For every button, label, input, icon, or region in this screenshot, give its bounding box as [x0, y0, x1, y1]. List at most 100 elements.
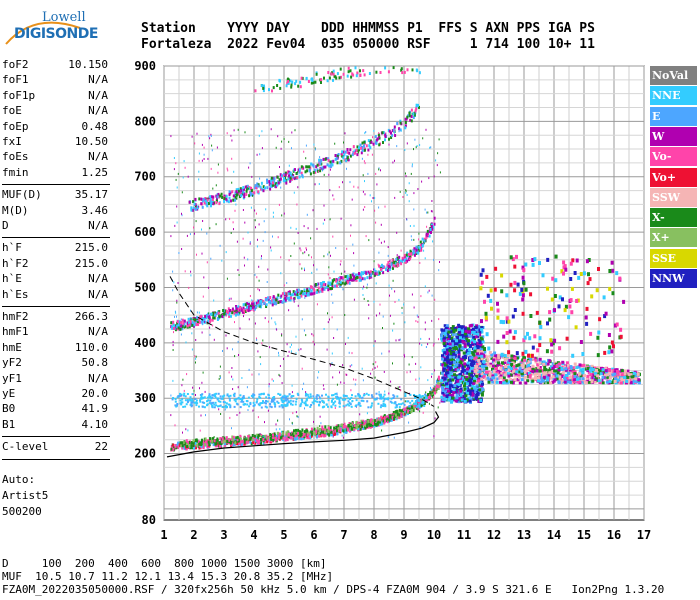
echo-point: [334, 407, 336, 409]
echo-point: [272, 301, 275, 305]
echo-point: [471, 355, 475, 359]
echo-point: [187, 175, 189, 178]
echo-point: [290, 174, 293, 178]
echo-point: [327, 395, 330, 398]
echo-point: [416, 399, 418, 402]
echo-point: [225, 406, 228, 409]
echo-point: [378, 136, 381, 140]
echo-point: [339, 402, 341, 405]
echo-point: [185, 428, 187, 431]
echo-point: [219, 437, 222, 441]
echo-point: [191, 446, 194, 450]
echo-point: [237, 189, 240, 193]
echo-point: [392, 397, 395, 399]
echo-point: [212, 316, 215, 320]
echo-point: [189, 233, 191, 236]
echo-point: [287, 354, 289, 357]
echo-point: [430, 225, 433, 228]
echo-point: [355, 149, 358, 152]
echo-point: [174, 424, 176, 427]
echo-point: [355, 426, 358, 430]
echo-point: [269, 187, 272, 191]
echo-point: [236, 442, 239, 446]
echo-point: [451, 378, 455, 382]
echo-point: [290, 402, 292, 405]
echo-point: [296, 392, 299, 395]
echo-point: [342, 72, 345, 76]
echo-point: [378, 391, 380, 393]
echo-point: [422, 137, 424, 140]
echo-point: [470, 377, 474, 381]
echo-point: [378, 167, 380, 170]
echo-point: [368, 239, 370, 242]
echo-point: [378, 420, 381, 424]
echo-point: [456, 385, 460, 389]
echo-point: [183, 320, 186, 324]
echo-point: [253, 307, 256, 311]
echo-point: [414, 402, 417, 405]
echo-point: [284, 292, 286, 295]
echo-point: [195, 323, 198, 327]
echo-point: [459, 393, 463, 397]
echo-point: [369, 140, 372, 144]
echo-point: [175, 178, 177, 181]
echo-point: [362, 208, 364, 211]
echo-point: [373, 260, 375, 263]
echo-point: [376, 397, 379, 400]
echo-point: [322, 430, 325, 434]
echo-point: [203, 396, 206, 399]
echo-point: [289, 399, 292, 402]
echo-point: [321, 289, 324, 293]
echo-point: [350, 427, 353, 431]
echo-point: [281, 406, 284, 409]
echo-point: [196, 253, 197, 256]
echo-point: [327, 426, 330, 430]
echo-point: [310, 289, 313, 293]
echo-point: [354, 66, 357, 70]
echo-point: [405, 191, 407, 194]
echo-point: [408, 405, 411, 408]
echo-point: [340, 381, 342, 384]
echo-point: [333, 433, 336, 436]
echo-point: [300, 171, 303, 175]
echo-point: [445, 329, 449, 333]
echo-point: [346, 247, 348, 250]
echo-point: [233, 395, 236, 398]
echo-point: [265, 406, 268, 409]
echo-point: [374, 366, 376, 369]
echo-point: [311, 401, 314, 404]
echo-point: [394, 402, 397, 405]
echo-point: [378, 168, 380, 171]
echo-point: [183, 392, 186, 395]
echo-point: [302, 388, 303, 391]
echo-point: [190, 309, 191, 312]
echo-point: [294, 82, 297, 86]
echo-point: [334, 284, 337, 288]
echo-point: [325, 393, 327, 396]
echo-point: [444, 396, 447, 400]
echo-point: [437, 152, 439, 155]
echo-point: [306, 165, 309, 169]
echo-point: [450, 342, 454, 346]
echo-point: [457, 353, 461, 357]
echo-point: [272, 181, 274, 185]
echo-point: [200, 440, 203, 444]
echo-point: [350, 425, 353, 429]
echo-point: [211, 149, 213, 152]
echo-point: [218, 443, 221, 447]
echo-point: [394, 410, 397, 414]
echo-point: [403, 303, 405, 306]
echo-point: [213, 299, 215, 302]
echo-point: [207, 439, 210, 442]
echo-point: [288, 309, 290, 312]
echo-point: [410, 405, 413, 409]
echo-point: [176, 221, 178, 224]
echo-point: [433, 396, 434, 398]
echo-point: [211, 437, 214, 441]
echo-point: [275, 423, 277, 426]
echo-point: [321, 394, 323, 397]
echo-point: [464, 382, 468, 386]
echo-point: [359, 73, 362, 77]
echo-point: [232, 348, 233, 351]
echo-point: [479, 343, 483, 347]
